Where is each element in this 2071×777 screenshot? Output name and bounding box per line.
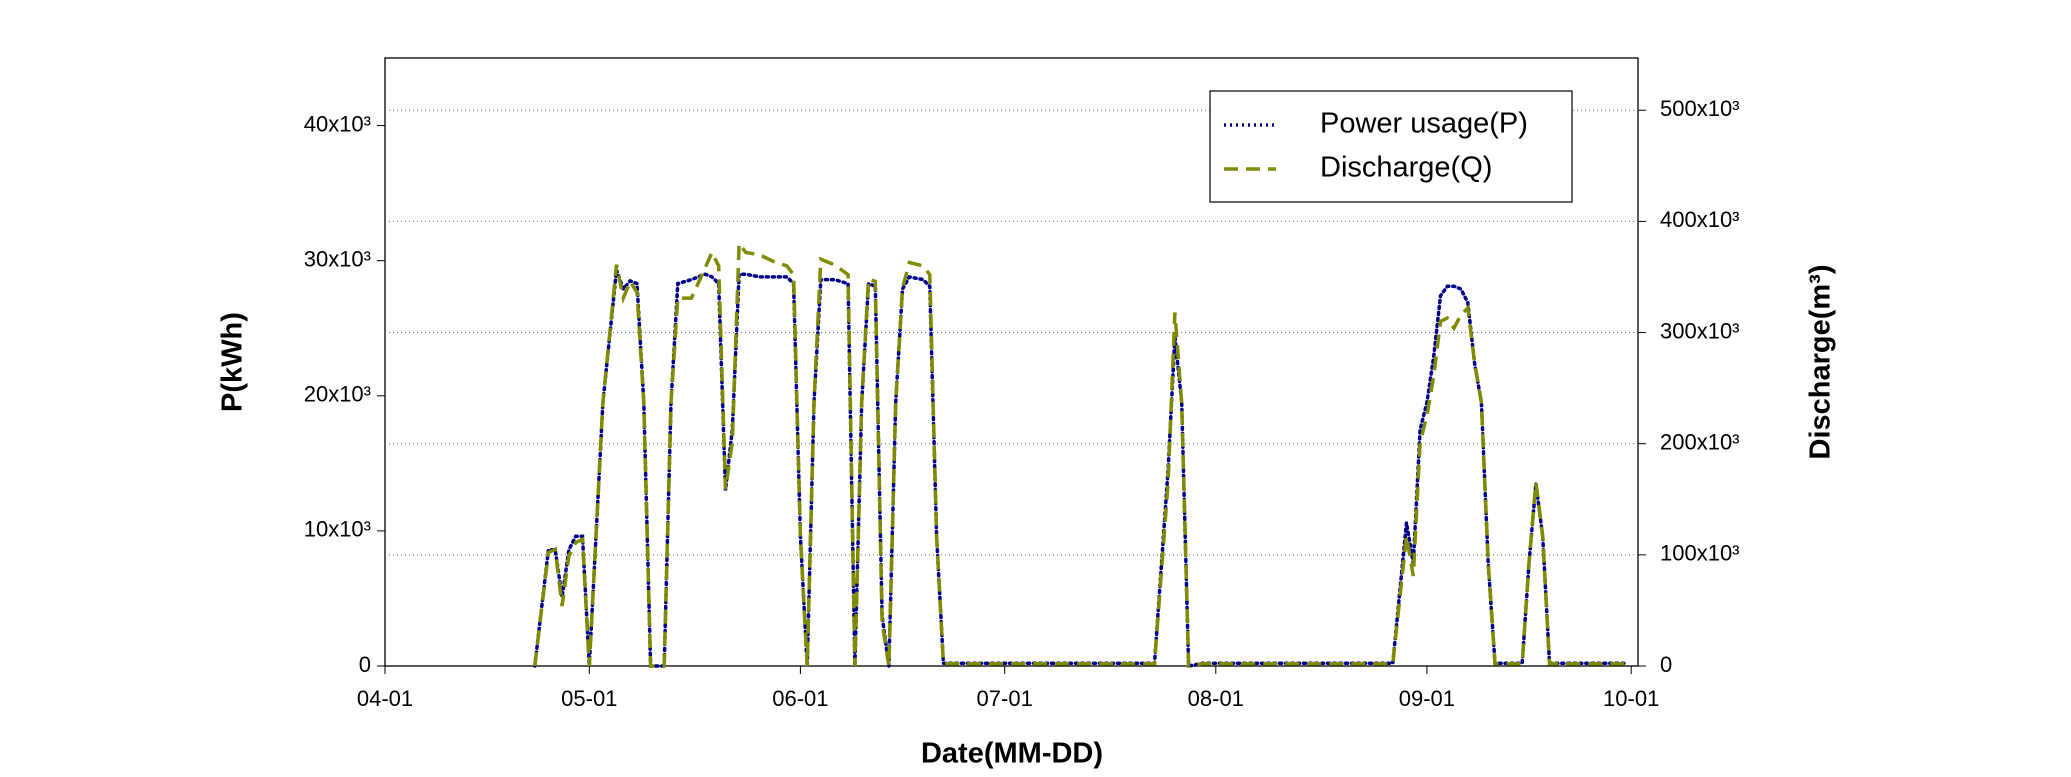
x-tick-label: 04-01 xyxy=(357,686,413,711)
x-tick-label: 05-01 xyxy=(561,686,617,711)
y-tick-label: 0 xyxy=(359,652,371,677)
legend-label: Discharge(Q) xyxy=(1320,152,1492,184)
y2-axis-label: Discharge(m³) xyxy=(1805,265,1837,460)
y2-tick-label: 400x10³ xyxy=(1660,207,1740,232)
x-tick-label: 06-01 xyxy=(772,686,828,711)
series-line xyxy=(533,269,1627,669)
y2-tick-label: 300x10³ xyxy=(1660,318,1740,343)
y-axis-label: P(kWh) xyxy=(217,312,249,412)
y-tick-label: 10x10³ xyxy=(304,517,371,542)
x-tick-label: 09-01 xyxy=(1399,686,1455,711)
x-tick-label: 07-01 xyxy=(977,686,1033,711)
x-tick-label: 08-01 xyxy=(1188,686,1244,711)
legend-box xyxy=(1209,90,1573,203)
y2-tick-label: 200x10³ xyxy=(1660,430,1740,455)
y2-tick-label: 0 xyxy=(1660,652,1672,677)
y-tick-label: 30x10³ xyxy=(304,246,371,271)
y-tick-label: 20x10³ xyxy=(304,382,371,407)
x-axis-label: Date(MM-DD) xyxy=(921,738,1103,770)
x-tick-label: 10-01 xyxy=(1603,686,1659,711)
series-line xyxy=(533,238,1625,669)
y2-tick-label: 500x10³ xyxy=(1660,96,1740,121)
y2-tick-label: 100x10³ xyxy=(1660,541,1740,566)
plot-frame xyxy=(384,57,1639,667)
y-tick-label: 40x10³ xyxy=(304,111,371,136)
legend-label: Power usage(P) xyxy=(1320,108,1528,140)
